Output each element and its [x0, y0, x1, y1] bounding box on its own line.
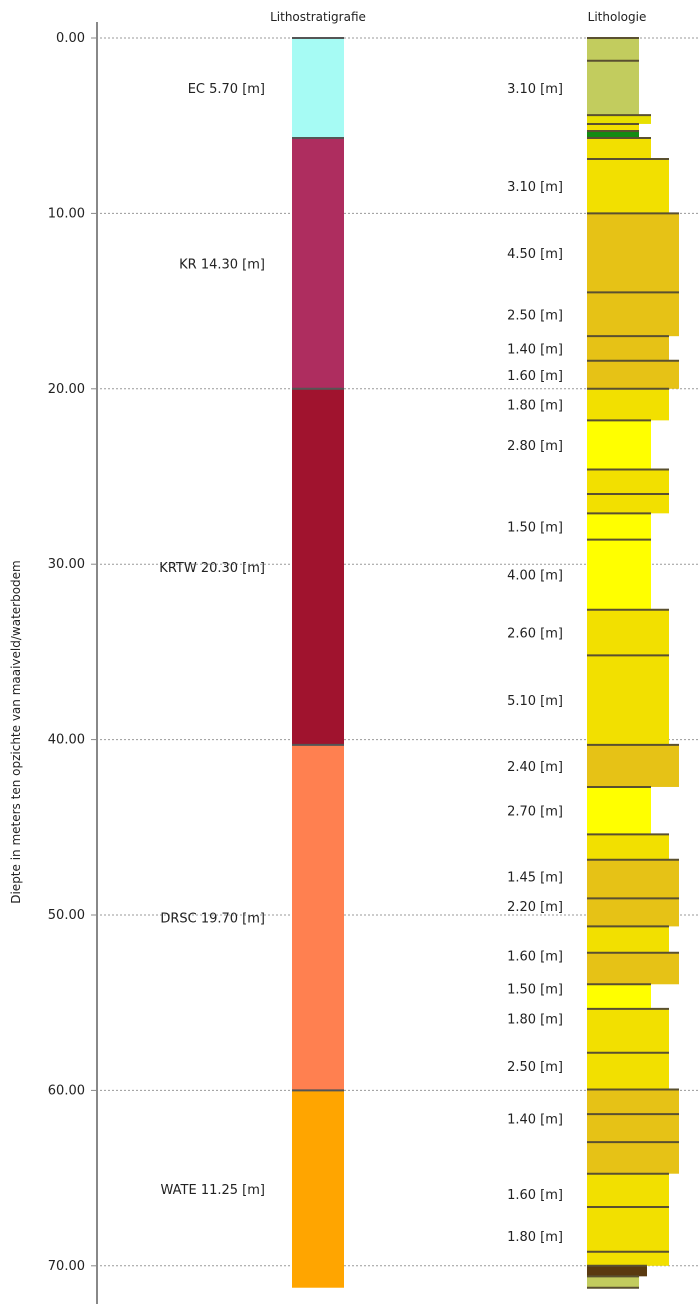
depth-tick-label: 30.00 — [48, 557, 85, 572]
thickness-label: 1.45 [m] — [507, 870, 563, 885]
depth-tick-label: 20.00 — [48, 382, 85, 397]
lithology-layer — [587, 834, 669, 860]
lithostratigraphy-column — [292, 37, 344, 1288]
thickness-label: 2.80 [m] — [507, 439, 563, 454]
depth-tick-label: 70.00 — [48, 1259, 85, 1274]
thickness-label: 1.80 [m] — [507, 1230, 563, 1245]
lithology-layer — [587, 360, 679, 389]
y-axis-label: Diepte in meters ten opzichte van maaive… — [9, 560, 23, 904]
lithology-layer — [587, 926, 669, 953]
depth-tick-label: 40.00 — [48, 733, 85, 748]
thickness-label: 1.40 [m] — [507, 342, 563, 357]
unit-bar-kr — [292, 137, 344, 389]
lithology-layer — [587, 859, 679, 899]
depth-tick-label: 10.00 — [48, 206, 85, 221]
unit-label: KRTW 20.30 [m] — [159, 561, 265, 576]
thickness-label: 1.50 [m] — [507, 983, 563, 998]
unit-bar-drsc — [292, 744, 344, 1091]
lithology-layer — [587, 984, 651, 1009]
unit-label: EC 5.70 [m] — [188, 82, 265, 97]
lithology-column — [587, 37, 679, 1289]
lithology-layer — [587, 420, 651, 470]
thickness-label: 3.10 [m] — [507, 82, 563, 97]
lithology-layer — [587, 1276, 639, 1288]
lithology-layer — [587, 159, 669, 214]
thickness-label: 4.00 [m] — [507, 569, 563, 584]
lithology-layer — [587, 137, 651, 160]
lithology-layer — [587, 60, 639, 116]
thickness-label: 2.50 [m] — [507, 308, 563, 323]
thickness-label: 2.60 [m] — [507, 627, 563, 642]
lithology-layer — [587, 213, 679, 293]
lithology-layer — [587, 786, 651, 835]
lithology-layer — [587, 898, 679, 927]
lithology-layer — [587, 388, 669, 421]
lithology-layer — [587, 1251, 669, 1266]
unit-bar-ec — [292, 38, 344, 138]
lithology-layer — [587, 494, 669, 514]
unit-bar-wate — [292, 1090, 344, 1288]
lithology-layer — [587, 1114, 679, 1143]
lithology-layer — [587, 1173, 669, 1208]
thickness-label: 2.20 [m] — [507, 900, 563, 915]
lithology-layer — [587, 1265, 647, 1277]
unit-labels: EC 5.70 [m] KR 14.30 [m] KRTW 20.30 [m] DRS… — [159, 82, 265, 1198]
unit-label: KR 14.30 [m] — [179, 257, 265, 272]
thickness-label: 3.10 [m] — [507, 180, 563, 195]
unit-label: WATE 11.25 [m] — [161, 1183, 265, 1198]
thickness-label: 1.80 [m] — [507, 399, 563, 414]
lithology-layer — [587, 952, 679, 985]
thickness-label: 1.60 [m] — [507, 949, 563, 964]
column-header-lithostratigrafie: Lithostratigrafie — [270, 10, 366, 24]
thickness-label: 1.60 [m] — [507, 369, 563, 384]
lithology-layer — [587, 115, 651, 124]
thickness-label: 2.70 [m] — [507, 805, 563, 820]
depth-tick-label: 50.00 — [48, 908, 85, 923]
lithology-layer — [587, 1142, 679, 1174]
lithology-layer — [587, 655, 669, 745]
lithology-layer — [587, 1008, 669, 1053]
thickness-label: 2.40 [m] — [507, 760, 563, 775]
lithology-layer — [587, 38, 639, 61]
thickness-label: 1.60 [m] — [507, 1188, 563, 1203]
thickness-label: 4.50 [m] — [507, 247, 563, 262]
lithology-layer — [587, 744, 679, 787]
unit-bar-krtw — [292, 388, 344, 745]
lithology-layer — [587, 1052, 669, 1090]
lithology-layer — [587, 336, 669, 361]
depth-gridlines — [91, 37, 698, 1267]
lithology-layer — [587, 130, 639, 138]
thickness-label: 5.10 [m] — [507, 694, 563, 709]
lithology-layer — [587, 1089, 679, 1115]
unit-label: DRSC 19.70 [m] — [160, 912, 265, 927]
thickness-label: 1.50 [m] — [507, 520, 563, 535]
lithology-layer — [587, 469, 669, 495]
lithology-layer — [587, 513, 651, 540]
column-header-lithologie: Lithologie — [588, 10, 647, 24]
lithology-layer — [587, 1207, 669, 1252]
lithology-layer — [587, 609, 669, 656]
depth-tick-labels: 0.00 10.00 20.00 30.00 40.00 50.00 60.00 70.00 — [48, 31, 85, 1274]
depth-tick-label: 0.00 — [56, 31, 85, 46]
lithology-layer — [587, 123, 639, 131]
lithology-layer — [587, 292, 679, 337]
thickness-labels: 3.10 [m] 3.10 [m] 4.50 [m] 2.50 [m] 1.40 [m]… — [507, 82, 563, 1245]
lithology-layer — [587, 539, 651, 610]
thickness-label: 1.40 [m] — [507, 1112, 563, 1127]
depth-tick-label: 60.00 — [48, 1083, 85, 1098]
thickness-label: 2.50 [m] — [507, 1060, 563, 1075]
thickness-label: 1.80 [m] — [507, 1012, 563, 1027]
